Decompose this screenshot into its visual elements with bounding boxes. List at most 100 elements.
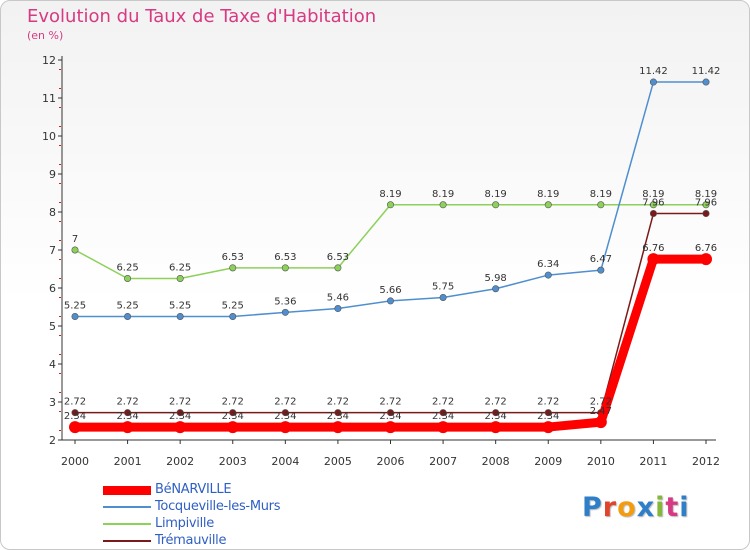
data-label: 2.72 [222, 397, 244, 408]
data-point [71, 409, 79, 417]
data-labels: 7 6.25 6.25 6.53 6.53 6.53 8.19 8.19 8.19 8.19 8.1… [64, 66, 720, 422]
data-point [597, 201, 605, 209]
x-tick-label: 2012 [692, 455, 720, 468]
legend-label: BéNARVILLE [155, 482, 232, 497]
data-point [544, 409, 552, 417]
x-tick-label: 2000 [61, 455, 89, 468]
data-label: 6.53 [274, 252, 296, 263]
data-label: 6.76 [695, 243, 717, 254]
x-tick-label: 2004 [271, 455, 299, 468]
data-label: 7.96 [642, 198, 664, 209]
data-point [702, 201, 710, 209]
data-label: 6.53 [222, 252, 244, 263]
legend-label: Tocqueville-les-Murs [155, 499, 281, 514]
data-label: 11.42 [692, 66, 721, 77]
data-label: 2.72 [64, 397, 86, 408]
legend-swatch [103, 523, 151, 525]
data-label: 6.34 [537, 259, 559, 270]
axes: 2 3 4 5 6 7 8 9 10 11 12 2000 2001 2002 2003 2004 2005 20… [42, 54, 720, 468]
data-point [69, 421, 81, 434]
data-label: 5.25 [64, 301, 86, 312]
data-label: 6.53 [327, 252, 349, 263]
data-label: 8.19 [485, 189, 507, 200]
data-label: 5.25 [222, 301, 244, 312]
data-point [439, 409, 447, 417]
data-label: 6.25 [116, 263, 138, 274]
data-point [174, 421, 187, 434]
chart-subtitle: (en %) [27, 29, 64, 42]
data-label: 2.72 [274, 397, 296, 408]
data-label: 2.34 [485, 411, 507, 422]
legend-swatch [103, 506, 151, 508]
x-tick-label: 2008 [482, 455, 510, 468]
data-point [649, 201, 657, 209]
data-point [281, 264, 289, 272]
y-tick-label: 12 [42, 54, 56, 67]
data-point [281, 308, 289, 316]
y-tick-label: 5 [49, 320, 56, 333]
data-label: 8.19 [590, 189, 612, 200]
data-point [542, 421, 555, 434]
data-point [229, 264, 237, 272]
data-label: 2.72 [590, 397, 612, 408]
data-label: 11.42 [639, 66, 668, 77]
data-point [386, 201, 394, 209]
data-label: 2.34 [327, 411, 349, 422]
x-tick-label: 2005 [324, 455, 352, 468]
data-label: 2.34 [64, 411, 86, 422]
data-point [71, 312, 79, 320]
data-point [334, 264, 342, 272]
y-tick-label: 3 [49, 396, 56, 409]
data-point [71, 246, 79, 254]
data-label: 6.25 [169, 263, 191, 274]
data-label: 2.34 [222, 411, 244, 422]
data-label: 5.66 [379, 285, 401, 296]
data-label: 8.19 [642, 189, 664, 200]
data-label: 2.72 [432, 397, 454, 408]
data-point [700, 253, 712, 266]
data-point [437, 421, 450, 434]
data-point [492, 201, 500, 209]
data-point [492, 409, 500, 417]
data-point [544, 201, 552, 209]
y-tick-label: 10 [42, 130, 56, 143]
data-point [702, 78, 710, 86]
data-label: 2.72 [379, 397, 401, 408]
x-tick-label: 2001 [114, 455, 142, 468]
y-tick-label: 7 [49, 244, 56, 257]
x-tick-label: 2002 [166, 455, 194, 468]
x-tick-label: 2009 [534, 455, 562, 468]
data-label: 2.34 [169, 411, 191, 422]
data-point [121, 421, 134, 434]
data-point [386, 409, 394, 417]
data-label: 2.47 [590, 406, 612, 417]
data-label: 8.19 [432, 189, 454, 200]
y-tick-label: 2 [49, 434, 56, 447]
data-label: 2.72 [537, 397, 559, 408]
data-label: 5.25 [116, 301, 138, 312]
data-point [649, 210, 657, 218]
data-point [594, 416, 607, 429]
data-label: 5.98 [485, 273, 507, 284]
data-label: 8.19 [537, 189, 559, 200]
data-label: 6.47 [590, 254, 612, 265]
data-label: 5.25 [169, 301, 191, 312]
data-label: 2.34 [537, 411, 559, 422]
data-point [124, 409, 132, 417]
series-lines [69, 78, 712, 434]
chart-title: Evolution du Taux de Taxe d'Habitation [27, 6, 377, 27]
data-point [281, 409, 289, 417]
data-point [176, 409, 184, 417]
data-point [279, 421, 292, 434]
data-label: 5.46 [327, 293, 349, 304]
legend-swatch [103, 540, 151, 542]
x-tick-label: 2010 [587, 455, 615, 468]
data-point [334, 305, 342, 313]
data-point [439, 201, 447, 209]
y-tick-label: 6 [49, 282, 56, 295]
data-point [229, 409, 237, 417]
data-point [124, 274, 132, 282]
data-point [229, 312, 237, 320]
